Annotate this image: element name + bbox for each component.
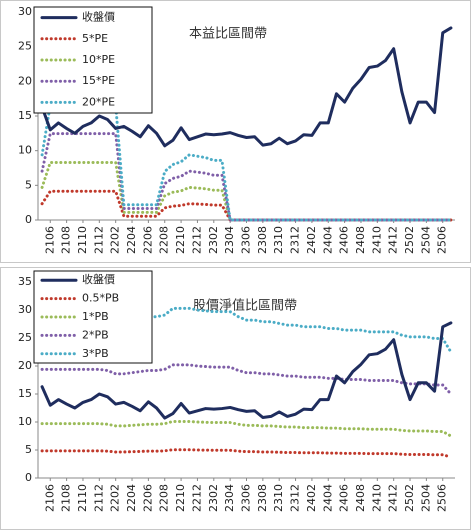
x-tick-label: 2204 (125, 226, 138, 254)
x-tick-label: 2108 (60, 484, 73, 512)
series-line (40, 26, 453, 148)
x-tick-label: 2506 (436, 484, 449, 512)
y-tick-label: 0 (25, 471, 32, 484)
legend-box (33, 6, 153, 114)
x-tick-label: 2212 (190, 226, 203, 254)
x-tick-label: 2406 (338, 484, 351, 512)
x-tick-label: 2208 (158, 484, 171, 512)
legend-label: 20*PE (82, 95, 115, 108)
x-tick-label: 2110 (76, 484, 89, 512)
series-line (40, 132, 453, 222)
y-tick-label: 20 (18, 359, 32, 372)
y-tick-label: 10 (18, 415, 32, 428)
y-tick-label: 10 (18, 144, 32, 157)
x-tick-label: 2202 (109, 226, 122, 254)
x-tick-label: 2202 (109, 484, 122, 512)
legend-label: 收盤價 (82, 10, 115, 24)
legend-label: 5*PE (82, 32, 108, 45)
legend-label: 3*PB (82, 347, 109, 360)
x-tick-label: 2412 (387, 226, 400, 254)
x-tick-label: 2206 (141, 226, 154, 254)
x-tick-label: 2304 (223, 226, 236, 254)
x-tick-label: 2212 (190, 484, 203, 512)
x-tick-label: 2308 (256, 484, 269, 512)
x-tick-label: 2208 (158, 226, 171, 254)
y-tick-label: 20 (18, 74, 32, 87)
x-tick-label: 2312 (289, 226, 302, 254)
x-tick-label: 2204 (125, 484, 138, 512)
legend-label: 1*PB (82, 310, 109, 323)
legend-label: 0.5*PB (82, 292, 119, 305)
x-tick-label: 2410 (370, 226, 383, 254)
y-tick-label: 15 (18, 109, 32, 122)
x-tick-label: 2210 (174, 484, 187, 512)
series-line (40, 448, 453, 459)
x-tick-label: 2406 (338, 226, 351, 254)
series-line (40, 419, 453, 438)
x-tick-label: 2106 (43, 484, 56, 512)
x-tick-label: 2210 (174, 226, 187, 254)
x-tick-label: 2302 (207, 484, 220, 512)
y-tick-label: 5 (25, 443, 32, 456)
x-tick-label: 2506 (436, 226, 449, 254)
x-tick-label: 2412 (387, 484, 400, 512)
x-tick-label: 2308 (256, 226, 269, 254)
x-tick-label: 2502 (403, 226, 416, 254)
x-tick-label: 2306 (240, 484, 253, 512)
x-tick-label: 2112 (92, 226, 105, 254)
x-tick-label: 2402 (305, 226, 318, 254)
x-tick-label: 2408 (354, 484, 367, 512)
x-tick-label: 2410 (370, 484, 383, 512)
legend-label: 2*PB (82, 328, 109, 341)
series-line (40, 321, 453, 420)
y-tick-label: 5 (25, 178, 32, 191)
x-tick-label: 2108 (60, 226, 73, 254)
series-line (40, 363, 453, 396)
y-tick-label: 15 (18, 387, 32, 400)
x-tick-label: 2404 (321, 484, 334, 512)
x-tick-label: 2404 (321, 226, 334, 254)
x-tick-label: 2502 (403, 484, 416, 512)
legend-label: 收盤價 (82, 272, 115, 286)
chart-title: 股價淨值比區間帶 (193, 298, 297, 314)
x-tick-label: 2312 (289, 484, 302, 512)
y-tick-label: 0 (25, 213, 32, 226)
x-tick-label: 2306 (240, 226, 253, 254)
legend-label: 15*PE (82, 74, 115, 87)
x-tick-label: 2402 (305, 484, 318, 512)
y-tick-label: 25 (18, 40, 32, 53)
x-tick-label: 2504 (419, 226, 432, 254)
legend-box (33, 270, 153, 364)
y-tick-label: 30 (18, 5, 32, 18)
legend-label: 10*PE (82, 53, 115, 66)
chart-title: 本益比區間帶 (189, 27, 267, 42)
x-tick-label: 2310 (272, 484, 285, 512)
x-tick-label: 2310 (272, 226, 285, 254)
x-tick-label: 2110 (76, 226, 89, 254)
x-tick-label: 2504 (419, 484, 432, 512)
x-tick-label: 2112 (92, 484, 105, 512)
y-tick-label: 35 (18, 275, 32, 288)
y-tick-label: 30 (18, 303, 32, 316)
x-tick-label: 2302 (207, 226, 220, 254)
y-tick-label: 25 (18, 331, 32, 344)
x-tick-label: 2304 (223, 484, 236, 512)
x-tick-label: 2408 (354, 226, 367, 254)
x-tick-label: 2106 (43, 226, 56, 254)
x-tick-label: 2206 (141, 484, 154, 512)
